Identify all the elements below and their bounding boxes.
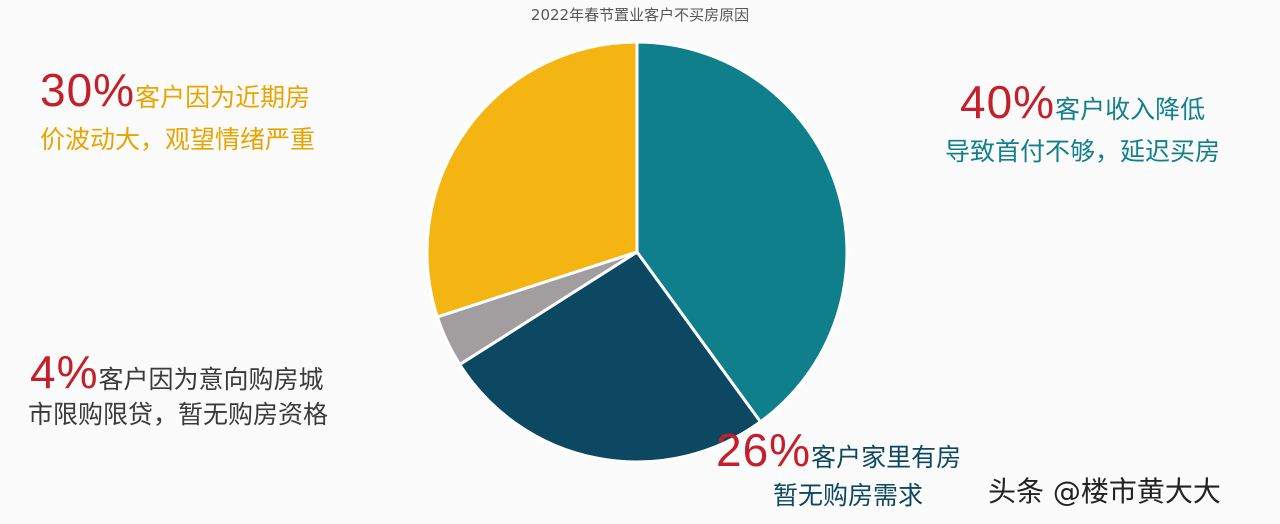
label-text: 客户因为近期房: [135, 83, 311, 112]
value-label: 40%: [960, 76, 1056, 128]
value-label: 30%: [40, 64, 136, 116]
value-label: 26%: [716, 424, 812, 476]
label-text: 暂无购房需求: [773, 481, 924, 510]
pie-slice: [425, 40, 639, 319]
pie-slice: [635, 40, 849, 424]
watermark: 头条 @楼市黄大大: [988, 475, 1221, 508]
chart-title: 2022年春节置业客户不买房原因: [530, 6, 750, 24]
label-text: 价波动大，观望情绪严重: [40, 125, 316, 154]
value-label: 4%: [30, 346, 99, 398]
label-text: 客户收入降低: [1055, 95, 1206, 124]
label-text: 客户家里有房: [811, 443, 962, 472]
slice-label: 40%客户收入降低: [960, 79, 1206, 130]
label-text: 导致首付不够，延迟买房: [945, 137, 1221, 166]
label-text: 市限购限贷，暂无购房资格: [28, 400, 329, 429]
pie-slice: [457, 249, 763, 464]
label-text: 客户因为意向购房城: [98, 365, 324, 394]
slice-label: 26%客户家里有房: [716, 427, 962, 478]
slice-label: 30%客户因为近期房: [40, 67, 311, 118]
slice-label: 4%客户因为意向购房城: [30, 349, 324, 400]
